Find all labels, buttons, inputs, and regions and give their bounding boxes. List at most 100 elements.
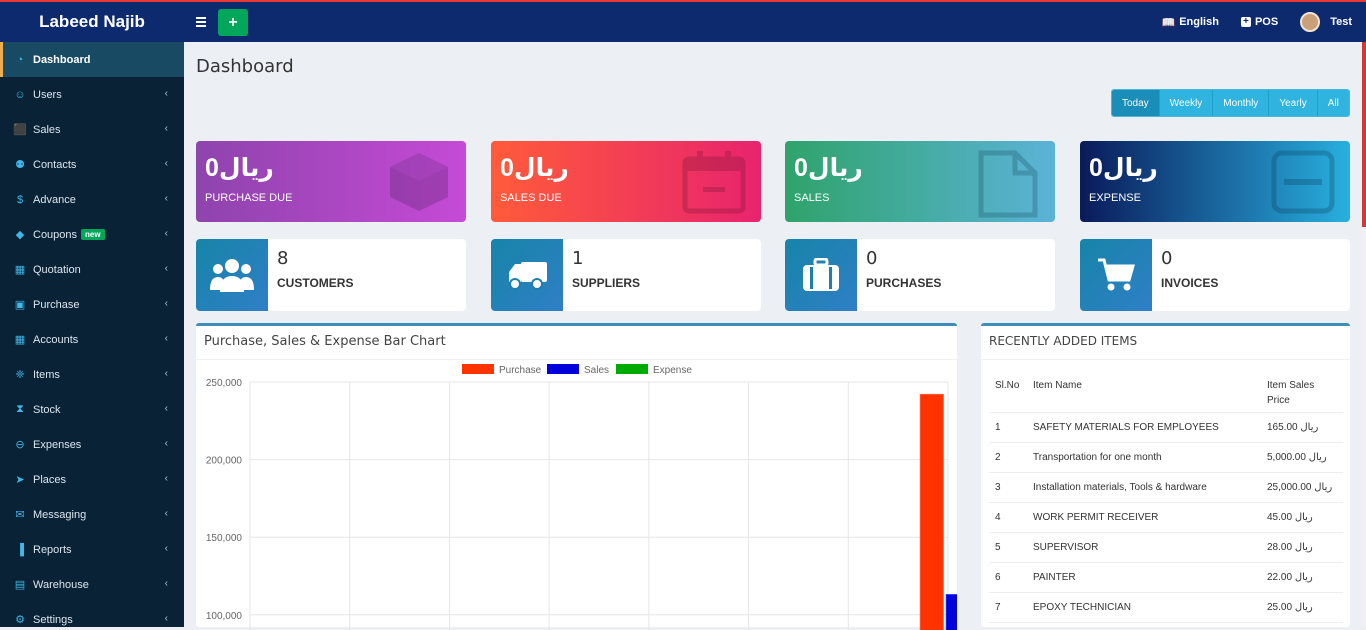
table-row: 3 Installation materials, Tools & hardwar… <box>989 472 1343 503</box>
chevron-left-icon: ‹ <box>164 88 168 99</box>
sidebar-item-purchase[interactable]: ▣ Purchase ‹ <box>0 287 184 322</box>
sidebar-item-label: Messaging <box>33 508 87 521</box>
chart-divider <box>196 359 957 360</box>
quick-add-button[interactable]: + <box>218 9 248 36</box>
sidebar-item-accounts[interactable]: ▦ Accounts ‹ <box>0 322 184 357</box>
invoices-count: 0 <box>1161 248 1173 269</box>
page-scrollbar[interactable] <box>1362 42 1366 627</box>
expense-label: EXPENSE <box>1089 192 1141 204</box>
sidebar-item-sales[interactable]: ⬛ Sales ‹ <box>0 112 184 147</box>
invoices-label: INVOICES <box>1161 276 1219 290</box>
purchase-due-label: PURCHASE DUE <box>205 192 293 204</box>
chevron-left-icon: ‹ <box>164 368 168 379</box>
page-title: Dashboard <box>196 56 294 77</box>
sidebar-item-settings[interactable]: ⚙ Settings ‹ <box>0 602 184 627</box>
suppliers-box[interactable]: 1 SUPPLIERS <box>491 239 761 311</box>
chevron-left-icon: ‹ <box>164 333 168 344</box>
sidebar-item-advance[interactable]: $ Advance ‹ <box>0 182 184 217</box>
sidebar-item-label: Coupons <box>33 228 78 241</box>
cell-name: SUPERVISOR <box>1027 532 1261 563</box>
cell-price: 165.00 ريال <box>1261 412 1343 443</box>
brand-logo[interactable]: Labeed Najib <box>39 12 145 31</box>
range-button-yearly[interactable]: Yearly <box>1269 90 1318 116</box>
legend-label-sales[interactable]: Sales <box>584 365 609 376</box>
range-button-monthly[interactable]: Monthly <box>1213 90 1270 116</box>
sales-due-card[interactable]: ريال0 SALES DUE <box>491 141 761 222</box>
building-icon: ▤ <box>14 579 26 591</box>
sidebar: ◔ Dashboard ☺ Users ‹ ⬛ Sales ‹ ⚉ Contacts ‹ $ Advan… <box>0 42 184 627</box>
new-badge: new <box>81 229 105 240</box>
sidebar-item-coupons[interactable]: ◆ Coupons new ‹ <box>0 217 184 252</box>
minus-circle-icon: ⊖ <box>15 439 25 451</box>
cell-no: 1 <box>989 412 1027 443</box>
cell-name: Installation materials, Tools & hardware <box>1027 472 1261 503</box>
cell-name: EPOXY TECHNICIAN <box>1027 592 1261 623</box>
sidebar-item-label: Stock <box>33 403 61 416</box>
language-selector[interactable]: 📖 English <box>1162 16 1219 29</box>
bar-chart: Purchase Sales Expense 250,000 200,000 150,00… <box>206 364 957 630</box>
y-tick-label: 100,000 <box>206 611 243 622</box>
users-icon: ☺ <box>14 88 26 101</box>
pos-link[interactable]: + POS <box>1240 16 1279 28</box>
sidebar-item-places[interactable]: ➤ Places ‹ <box>0 462 184 497</box>
suppliers-count: 1 <box>572 248 584 269</box>
date-range-filter: Today Weekly Monthly Yearly All <box>1111 89 1350 117</box>
sidebar-item-quotation[interactable]: ▦ Quotation ‹ <box>0 252 184 287</box>
sidebar-item-items[interactable]: ❈ Items ‹ <box>0 357 184 392</box>
legend-swatch-expense[interactable] <box>616 364 648 374</box>
sidebar-item-messaging[interactable]: ✉ Messaging ‹ <box>0 497 184 532</box>
expense-card[interactable]: ريال0 EXPENSE <box>1080 141 1350 222</box>
cell-no: 5 <box>989 532 1027 563</box>
sidebar-item-dashboard[interactable]: ◔ Dashboard <box>0 42 184 77</box>
recent-items-table: Sl.No Item Name Item Sales Price 1 SAFETY… <box>989 374 1343 623</box>
legend-label-expense[interactable]: Expense <box>653 365 692 376</box>
chart-title: Purchase, Sales & Expense Bar Chart <box>204 334 446 349</box>
avatar <box>1300 12 1321 32</box>
column-header-item-name: Item Name <box>1027 374 1261 413</box>
sales-due-amount: ريال0 <box>500 154 569 182</box>
sidebar-item-label: Warehouse <box>33 578 89 591</box>
range-button-all[interactable]: All <box>1317 90 1349 116</box>
purchase-due-card[interactable]: ريال0 PURCHASE DUE <box>196 141 466 222</box>
legend-swatch-sales[interactable] <box>547 364 579 374</box>
dollar-icon: $ <box>16 193 24 206</box>
purchases-box[interactable]: 0 PURCHASES <box>785 239 1055 311</box>
recent-items-divider <box>981 359 1350 360</box>
sidebar-item-contacts[interactable]: ⚉ Contacts ‹ <box>0 147 184 182</box>
customers-box[interactable]: 8 CUSTOMERS <box>196 239 466 311</box>
chevron-left-icon: ‹ <box>164 543 168 554</box>
chevron-left-icon: ‹ <box>164 473 168 484</box>
sidebar-toggle-button[interactable] <box>190 10 212 34</box>
sales-card[interactable]: ريال0 SALES <box>785 141 1055 222</box>
cell-no: 7 <box>989 592 1027 623</box>
bar-sales[interactable] <box>945 594 957 630</box>
sidebar-item-users[interactable]: ☺ Users ‹ <box>0 77 184 112</box>
sales-due-label: SALES DUE <box>500 192 562 204</box>
sidebar-item-label: Sales <box>33 123 61 136</box>
sidebar-item-warehouse[interactable]: ▤ Warehouse ‹ <box>0 567 184 602</box>
calendar-minus-icon <box>682 151 746 214</box>
table-row: 2 Transportation for one month 5,000.00 ري… <box>989 442 1343 473</box>
range-button-today[interactable]: Today <box>1112 90 1160 116</box>
sidebar-item-label: Places <box>33 473 67 486</box>
bar-purchase[interactable] <box>919 393 944 630</box>
chevron-left-icon: ‹ <box>164 438 168 449</box>
calendar-icon: ▦ <box>14 264 26 276</box>
range-button-weekly[interactable]: Weekly <box>1159 90 1214 116</box>
y-tick-label: 200,000 <box>206 456 243 467</box>
menu-bar-icon <box>196 25 206 27</box>
legend-swatch-purchase[interactable] <box>462 364 494 374</box>
sidebar-item-expenses[interactable]: ⊖ Expenses ‹ <box>0 427 184 462</box>
sidebar-item-reports[interactable]: ▐ Reports ‹ <box>0 532 184 567</box>
invoices-box[interactable]: 0 INVOICES <box>1080 239 1350 311</box>
cell-name: PAINTER <box>1027 562 1261 593</box>
menu-bar-icon <box>196 17 206 19</box>
pos-label: POS <box>1254 16 1279 28</box>
cart-icon: ⬛ <box>13 124 27 136</box>
sidebar-item-label: Dashboard <box>33 53 91 66</box>
sidebar-item-stock[interactable]: ⧗ Stock ‹ <box>0 392 184 427</box>
scrollbar-thumb[interactable] <box>1362 42 1366 227</box>
user-menu[interactable]: Test <box>1300 12 1352 32</box>
legend-label-purchase[interactable]: Purchase <box>499 365 542 376</box>
bar-chart-icon: ▐ <box>16 543 24 556</box>
